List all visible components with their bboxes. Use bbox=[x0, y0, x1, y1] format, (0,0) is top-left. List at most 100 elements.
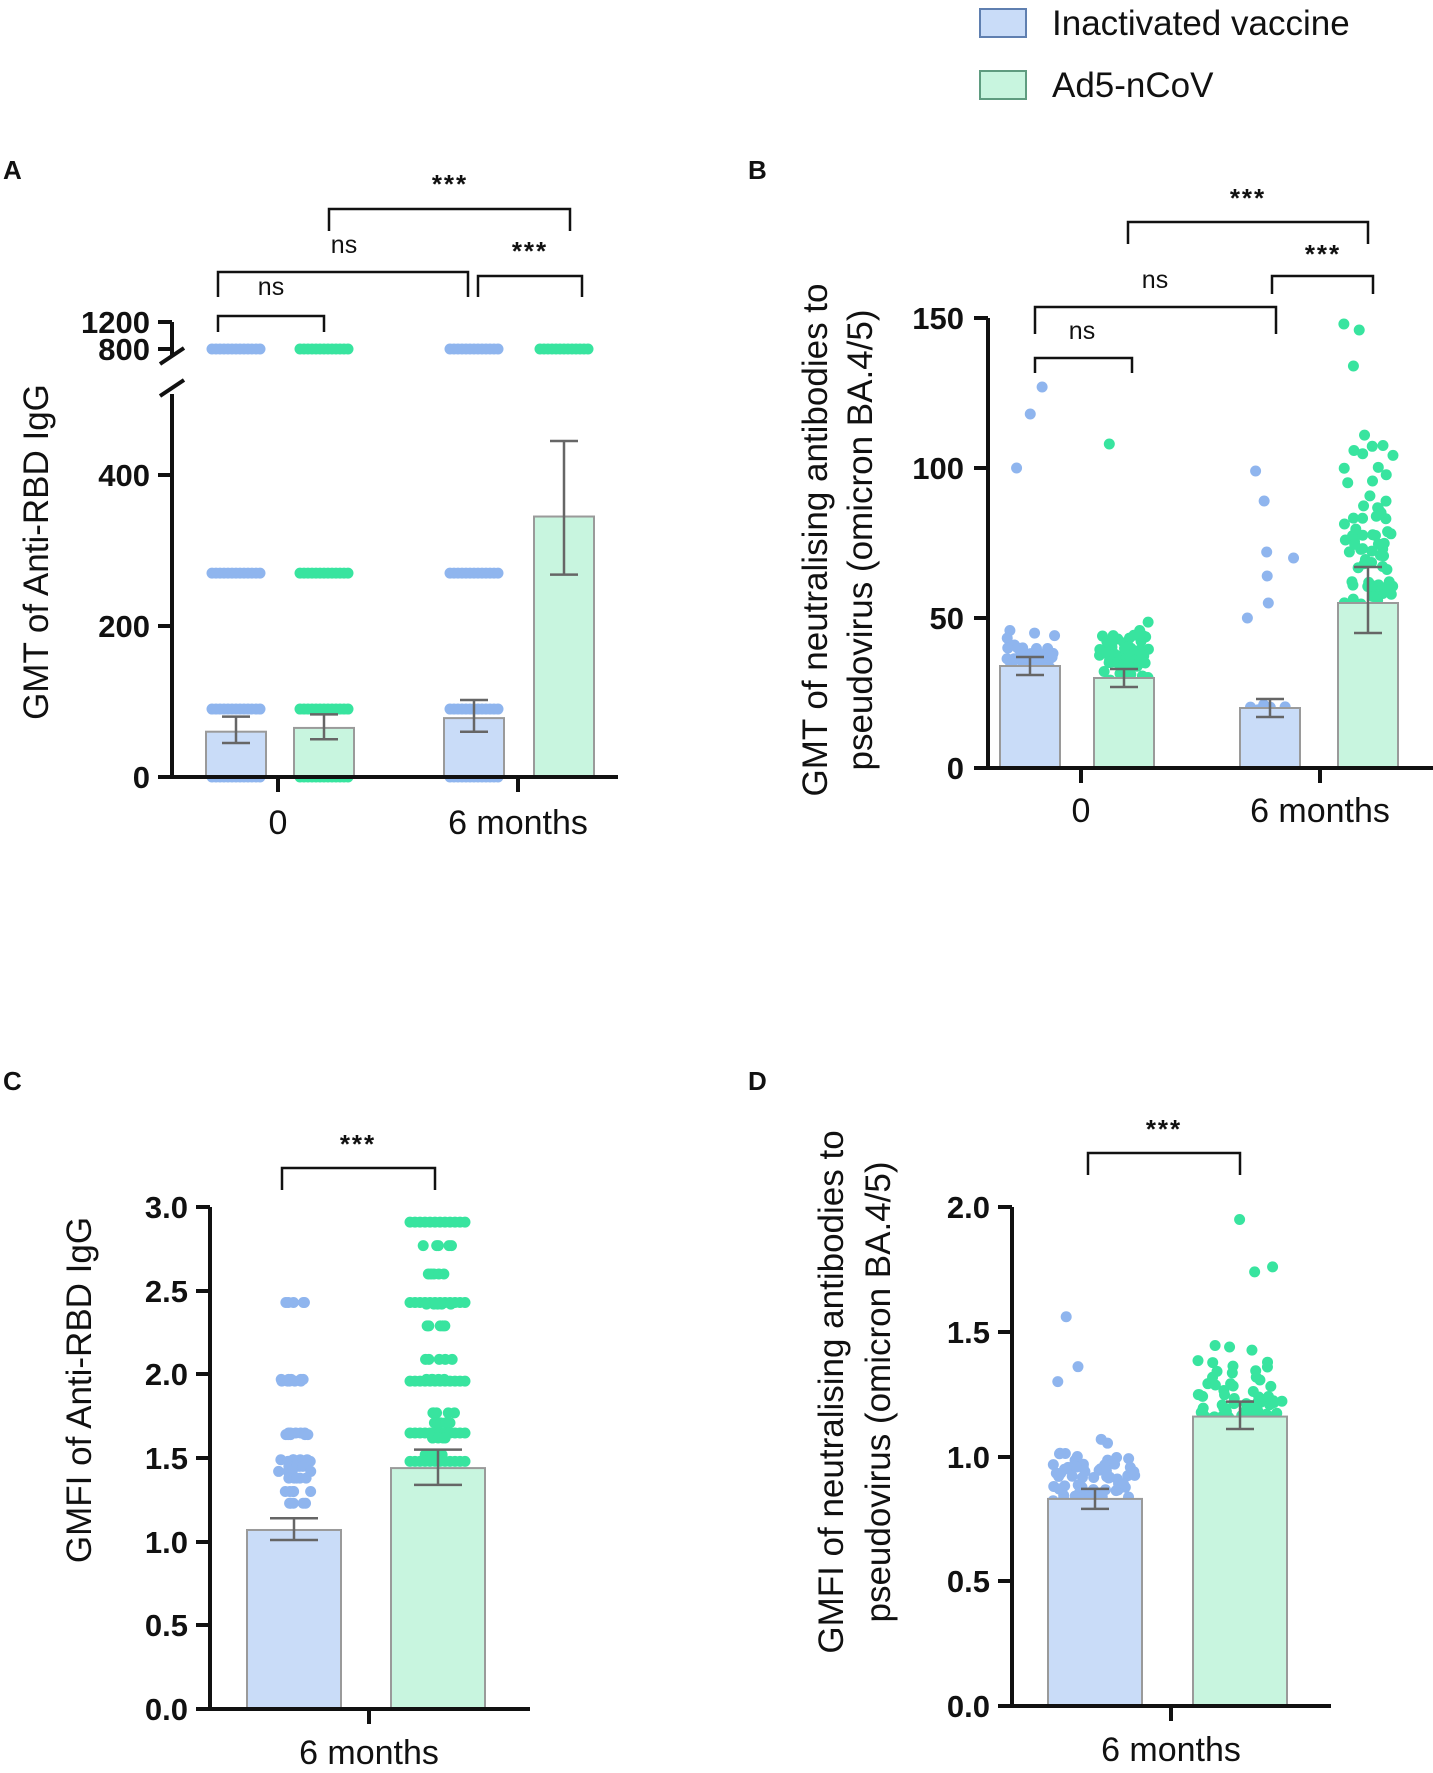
panel-b-ylabel-line1: GMT of neutralising antibodies to bbox=[796, 284, 835, 797]
panel-d-ad5-0-point bbox=[1192, 1355, 1204, 1367]
panel-a-inactivated-0-point bbox=[254, 567, 266, 579]
panel-b-ad5-1-point bbox=[1347, 579, 1359, 591]
panel-b-ad5-1-point bbox=[1342, 477, 1354, 489]
panel-b-inactivated-0-point bbox=[1042, 643, 1054, 655]
panel-b-bracket-ns-0 bbox=[1033, 356, 1134, 373]
panel-b-inactivated-0-point bbox=[1024, 408, 1036, 420]
panel-d-ylabel-line1: GMFI of neutralising antibodies to bbox=[812, 1130, 851, 1653]
panel-b-ad5-1-point bbox=[1372, 461, 1384, 473]
panel-d: GMFI of neutralising antibodies to pseud… bbox=[812, 1114, 1331, 1769]
panel-b-inactivated-1-point bbox=[1262, 597, 1274, 609]
panel-b-ad5-1-point bbox=[1353, 324, 1365, 336]
panel-c-ad5-0-point bbox=[459, 1455, 471, 1467]
panel-d-ad5-0-point bbox=[1219, 1389, 1231, 1401]
panel-b-ad5-1-point bbox=[1370, 510, 1382, 522]
panel-d-inactivated-0-point bbox=[1117, 1478, 1129, 1490]
panel-d-xlabel-6months: 6 months bbox=[1101, 1731, 1241, 1769]
panel-b-ad5-0-point bbox=[1098, 666, 1110, 678]
panel-c-inactivated-0-point bbox=[297, 1296, 309, 1308]
panel-d-inactivated-0-point bbox=[1060, 1311, 1072, 1323]
panel-d-ad5-0-point bbox=[1224, 1341, 1236, 1353]
panel-label-b: B bbox=[748, 155, 767, 185]
panel-b-inactivated-1-point bbox=[1261, 546, 1273, 558]
panel-c-inactivated-0-point bbox=[295, 1375, 307, 1387]
panel-d-ad5-0-point bbox=[1249, 1266, 1261, 1278]
panel-c-ytick-label-25: 2.5 bbox=[145, 1274, 188, 1309]
panel-b-ad5-1-point bbox=[1366, 440, 1378, 452]
panel-b-sig-ns-0: ns bbox=[1069, 317, 1095, 345]
panel-c-ad5-0-point bbox=[459, 1216, 471, 1228]
panel-a-ad5-0-point bbox=[342, 343, 354, 355]
panel-a-ytick-label-0: 0 bbox=[133, 760, 150, 795]
panel-c-ytick-label-10: 1.0 bbox=[145, 1525, 188, 1560]
panel-b-ad5-1-point bbox=[1358, 500, 1370, 512]
panel-b-ad5-1-point bbox=[1357, 512, 1369, 524]
panel-b-ad5-1-point bbox=[1385, 528, 1397, 540]
panel-c-ad5-0-point bbox=[445, 1240, 457, 1252]
panel-b-ad5-0-point bbox=[1106, 636, 1118, 648]
panel-b-inactivated-0-point bbox=[1046, 651, 1058, 663]
panel-d-ad5-0-point bbox=[1267, 1261, 1279, 1273]
panel-c-bracket-sig bbox=[280, 1166, 437, 1190]
panel-b-ad5-1-point bbox=[1380, 495, 1392, 507]
panel-d-ad5-0-point bbox=[1254, 1374, 1266, 1386]
panel-b-ad5-1-point bbox=[1387, 449, 1399, 461]
panel-b-ad5-1-point bbox=[1366, 545, 1378, 557]
panel-d-ytick-label-20: 2.0 bbox=[947, 1190, 990, 1225]
panel-a-ad5-1-point bbox=[582, 343, 594, 355]
panel-d-ad5-0-point bbox=[1209, 1340, 1221, 1352]
panel-d-ad5-0-point bbox=[1225, 1378, 1237, 1390]
panel-c-inactivated-0-bar bbox=[246, 1528, 342, 1711]
panel-d-inactivated-0-point bbox=[1129, 1469, 1141, 1481]
panel-a-ad5-0-point bbox=[342, 703, 354, 715]
panel-b-ad5-1-point bbox=[1357, 448, 1369, 460]
panel-label-a: A bbox=[3, 155, 22, 185]
panel-b-inactivated-0-point bbox=[1008, 653, 1020, 665]
panel-b-ad5-1-point bbox=[1338, 518, 1350, 530]
panel-c-ad5-0-point bbox=[438, 1268, 450, 1280]
panel-d-ad5-0-point bbox=[1246, 1344, 1258, 1356]
panel-d-ad5-0-point bbox=[1234, 1213, 1246, 1225]
panel-d-inactivated-0-point bbox=[1095, 1489, 1107, 1501]
panel-c-ytick-label-15: 1.5 bbox=[145, 1441, 188, 1476]
panel-d-inactivated-0-point bbox=[1053, 1483, 1065, 1495]
panel-b-ad5-1-point bbox=[1359, 554, 1371, 566]
panel-a-bracket-sig-ad5 bbox=[327, 207, 572, 231]
legend: Inactivated vaccine Ad5-nCoV bbox=[979, 4, 1350, 105]
legend-label-inactivated: Inactivated vaccine bbox=[1052, 4, 1350, 43]
panel-b: GMT of neutralising antibodies to pseudo… bbox=[796, 183, 1433, 830]
panel-a-xlabel-6months: 6 months bbox=[448, 804, 588, 842]
panel-d-ad5-0-point bbox=[1250, 1365, 1262, 1377]
panel-d-inactivated-0-point bbox=[1047, 1459, 1059, 1471]
panel-a-inactivated-1-point bbox=[492, 703, 504, 715]
panel-b-inactivated-0-point bbox=[1036, 381, 1048, 393]
panel-a-ad5-0-point bbox=[342, 567, 354, 579]
legend-label-ad5: Ad5-nCoV bbox=[1052, 66, 1214, 105]
panel-d-inactivated-0-point bbox=[1123, 1453, 1135, 1465]
panel-d-inactivated-0-point bbox=[1054, 1447, 1066, 1459]
panel-c-ad5-0-point bbox=[417, 1240, 429, 1252]
panel-a-bracket-ns-1 bbox=[216, 270, 470, 297]
panel-d-ylabel-line2: pseudovirus (omicron BA.4/5) bbox=[859, 1161, 898, 1622]
panel-b-ad5-1-point bbox=[1374, 549, 1386, 561]
panel-b-ad5-1-point bbox=[1350, 523, 1362, 535]
panel-b-inactivated-0-point bbox=[1001, 632, 1013, 644]
panel-b-ad5-1-point bbox=[1380, 469, 1392, 481]
panel-c-ytick-label-20: 2.0 bbox=[145, 1357, 188, 1392]
panel-a-inactivated-1-point bbox=[492, 343, 504, 355]
legend-swatch-inactivated bbox=[979, 8, 1027, 38]
panel-b-ad5-1-point bbox=[1348, 445, 1360, 457]
panel-b-inactivated-1-point bbox=[1241, 612, 1253, 624]
panel-a-ylabel: GMT of Anti-RBD IgG bbox=[17, 384, 56, 720]
panel-b-sig-ns-1: ns bbox=[1142, 266, 1168, 294]
panel-a-bracket-sig-6m bbox=[476, 274, 584, 297]
panel-c-ad5-0-bar bbox=[390, 1467, 486, 1711]
panel-b-inactivated-1-point bbox=[1261, 570, 1273, 582]
panel-c-inactivated-0-point bbox=[282, 1296, 294, 1308]
panel-b-ad5-1-point bbox=[1349, 538, 1361, 550]
panel-a-ytick-label-400: 400 bbox=[98, 458, 150, 493]
panel-a-inactivated-1-point bbox=[492, 567, 504, 579]
panel-c-ad5-0-point bbox=[432, 1240, 444, 1252]
panel-b-ad5-0-bar bbox=[1093, 677, 1155, 769]
